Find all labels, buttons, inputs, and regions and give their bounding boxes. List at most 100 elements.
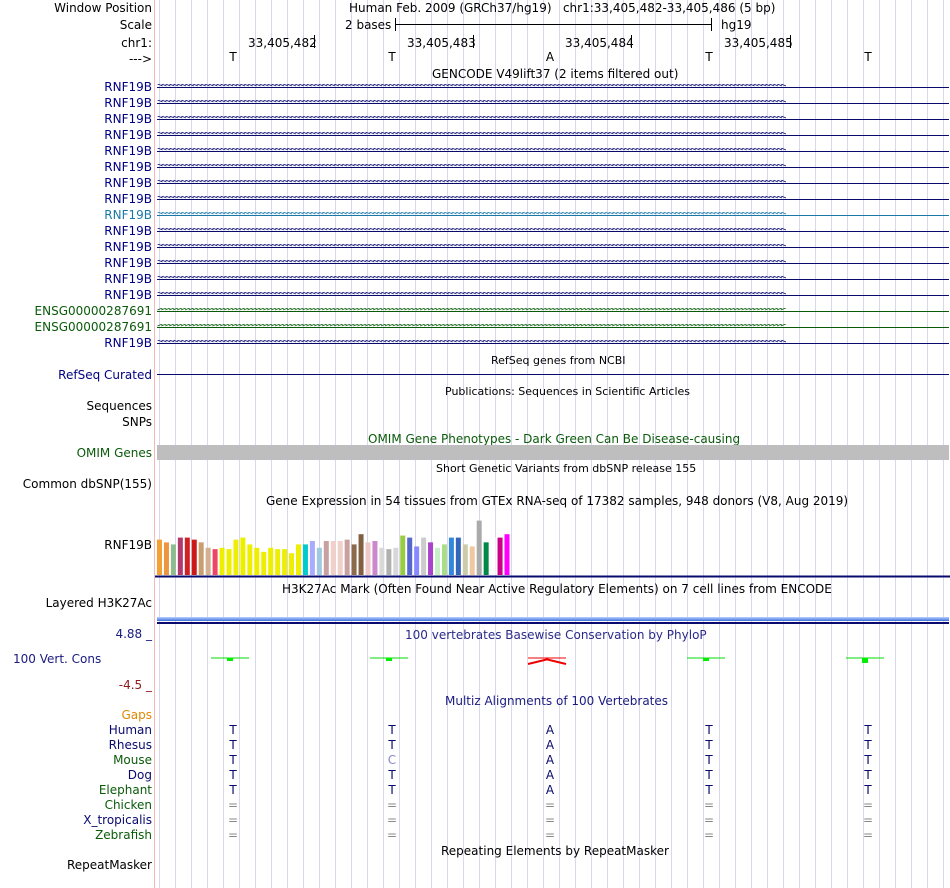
gencode-transcript-label[interactable]: RNF19B xyxy=(104,224,152,238)
publications-snps-label[interactable]: SNPs xyxy=(122,415,152,429)
gtex-tissue-bar[interactable] xyxy=(170,544,176,575)
gtex-track-label[interactable]: RNF19B xyxy=(104,538,152,552)
gencode-transcript-line[interactable]: <<<<<<<<<<<<<<<<<<<<<<<<<<<<<<<<<<<<<<<<… xyxy=(157,228,949,235)
gtex-tissue-bar[interactable] xyxy=(330,541,336,575)
gencode-transcript-line[interactable]: <<<<<<<<<<<<<<<<<<<<<<<<<<<<<<<<<<<<<<<<… xyxy=(157,148,949,155)
omim-track-label[interactable]: OMIM Genes xyxy=(76,446,152,460)
gencode-transcript-line[interactable]: <<<<<<<<<<<<<<<<<<<<<<<<<<<<<<<<<<<<<<<<… xyxy=(157,180,949,187)
gencode-transcript-line[interactable]: <<<<<<<<<<<<<<<<<<<<<<<<<<<<<<<<<<<<<<<<… xyxy=(157,340,949,347)
gencode-transcript-line[interactable]: <<<<<<<<<<<<<<<<<<<<<<<<<<<<<<<<<<<<<<<<… xyxy=(157,132,949,139)
gtex-tissue-bar[interactable] xyxy=(462,544,468,575)
gtex-tissue-bar[interactable] xyxy=(372,541,378,575)
gtex-tissue-bar[interactable] xyxy=(233,539,239,575)
gtex-tissue-bar[interactable] xyxy=(428,542,434,575)
gtex-tissue-bar[interactable] xyxy=(323,541,329,575)
gencode-transcript-label[interactable]: RNF19B xyxy=(104,80,152,94)
gencode-transcript-line[interactable]: <<<<<<<<<<<<<<<<<<<<<<<<<<<<<<<<<<<<<<<<… xyxy=(157,116,949,123)
gtex-tissue-bar[interactable] xyxy=(226,549,232,575)
gtex-tissue-bar[interactable] xyxy=(386,549,392,575)
gtex-tissue-bar[interactable] xyxy=(198,542,204,575)
gencode-transcript-label[interactable]: RNF19B xyxy=(104,144,152,158)
ref-base-3[interactable]: A xyxy=(545,50,555,64)
gencode-transcript-label[interactable]: RNF19B xyxy=(104,160,152,174)
gtex-tissue-bar[interactable] xyxy=(400,535,406,575)
h3k27ac-track-title[interactable]: H3K27Ac Mark (Often Found Near Active Re… xyxy=(282,582,832,596)
gtex-tissue-bar[interactable] xyxy=(379,547,385,575)
gtex-tissue-bar[interactable] xyxy=(351,544,357,575)
gtex-tissue-bar[interactable] xyxy=(268,547,274,575)
gtex-tissue-bar[interactable] xyxy=(157,539,162,575)
gtex-tissue-bar[interactable] xyxy=(163,542,169,575)
gencode-transcript-label[interactable]: RNF19B xyxy=(104,272,152,286)
phylop-score-bar[interactable] xyxy=(703,658,709,661)
gtex-tissue-bar[interactable] xyxy=(240,537,246,575)
ref-base-1[interactable]: T xyxy=(229,50,237,64)
phylop-score-bar[interactable] xyxy=(862,658,868,663)
gtex-tissue-bar[interactable] xyxy=(247,544,253,575)
phylop-track-label[interactable]: 100 Vert. Cons xyxy=(13,652,102,666)
gtex-tissue-bar[interactable] xyxy=(184,537,190,575)
gtex-tissue-bar[interactable] xyxy=(289,553,295,575)
gtex-tissue-bar[interactable] xyxy=(455,537,461,575)
publications-track-title[interactable]: Publications: Sequences in Scientific Ar… xyxy=(445,385,690,398)
publications-sequences-label[interactable]: Sequences xyxy=(86,399,152,413)
gencode-transcript-label[interactable]: RNF19B xyxy=(104,240,152,254)
gtex-tissue-bar[interactable] xyxy=(393,547,399,575)
gencode-transcript-line[interactable]: <<<<<<<<<<<<<<<<<<<<<<<<<<<<<<<<<<<<<<<<… xyxy=(157,260,949,267)
gtex-tissue-bar[interactable] xyxy=(414,546,420,575)
ref-base-4[interactable]: T xyxy=(705,50,713,64)
omim-track-title[interactable]: OMIM Gene Phenotypes - Dark Green Can Be… xyxy=(368,432,741,446)
gtex-tissue-bar[interactable] xyxy=(296,544,301,575)
multiz-species-label[interactable]: Chicken xyxy=(104,798,152,812)
refseq-track-label[interactable]: RefSeq Curated xyxy=(58,368,152,382)
repeatmasker-track-label[interactable]: RepeatMasker xyxy=(66,858,152,872)
gencode-transcript-label[interactable]: RNF19B xyxy=(104,96,152,110)
gencode-transcript-line[interactable]: <<<<<<<<<<<<<<<<<<<<<<<<<<<<<<<<<<<<<<<<… xyxy=(157,244,949,251)
gencode-transcript-line[interactable]: <<<<<<<<<<<<<<<<<<<<<<<<<<<<<<<<<<<<<<<<… xyxy=(157,100,949,107)
multiz-species-label[interactable]: Human xyxy=(108,723,152,737)
gencode-transcript-label[interactable]: RNF19B xyxy=(104,208,152,222)
gencode-transcript-line[interactable]: <<<<<<<<<<<<<<<<<<<<<<<<<<<<<<<<<<<<<<<<… xyxy=(157,164,949,171)
gtex-tissue-bar[interactable] xyxy=(407,537,413,575)
gtex-tissue-bar[interactable] xyxy=(309,541,315,575)
gencode-transcript-line[interactable]: <<<<<<<<<<<<<<<<<<<<<<<<<<<<<<<<<<<<<<<<… xyxy=(157,212,949,219)
gtex-tissue-bar[interactable] xyxy=(212,549,218,575)
multiz-species-label[interactable]: X_tropicalis xyxy=(83,813,152,827)
gencode-transcript-line[interactable]: <<<<<<<<<<<<<<<<<<<<<<<<<<<<<<<<<<<<<<<<… xyxy=(157,196,949,203)
ref-base-5[interactable]: T xyxy=(864,50,872,64)
gtex-tissue-bar[interactable] xyxy=(448,537,454,575)
multiz-track-title[interactable]: Multiz Alignments of 100 Vertebrates xyxy=(445,694,669,708)
gtex-tissue-bar[interactable] xyxy=(254,547,260,575)
gtex-tissue-bar[interactable] xyxy=(435,547,440,575)
multiz-species-label[interactable]: Dog xyxy=(127,768,152,782)
gtex-tissue-bar[interactable] xyxy=(191,539,197,575)
multiz-species-label[interactable]: Rhesus xyxy=(108,738,152,752)
gencode-transcript-label[interactable]: RNF19B xyxy=(104,256,152,270)
gencode-transcript-label[interactable]: ENSG00000287691 xyxy=(34,320,152,334)
gtex-tissue-bar[interactable] xyxy=(282,549,288,575)
refseq-gene-line[interactable] xyxy=(157,374,949,375)
gtex-tissue-bar[interactable] xyxy=(476,520,482,575)
multiz-species-label[interactable]: Mouse xyxy=(113,753,152,767)
gencode-transcript-label[interactable]: RNF19B xyxy=(104,128,152,142)
gtex-tissue-bar[interactable] xyxy=(483,542,489,575)
gtex-tissue-bar[interactable] xyxy=(177,537,183,575)
gtex-tissue-bar[interactable] xyxy=(219,547,225,575)
ref-base-2[interactable]: T xyxy=(388,50,396,64)
gencode-transcript-label[interactable]: RNF19B xyxy=(104,176,152,190)
gtex-tissue-bar[interactable] xyxy=(344,539,350,575)
phylop-score-bar[interactable] xyxy=(527,658,567,665)
gtex-tissue-bar[interactable] xyxy=(275,549,281,575)
phylop-score-bar[interactable] xyxy=(386,658,392,661)
gencode-transcript-line[interactable]: >>>>>>>>>>>>>>>>>>>>>>>>>>>>>>>>>>>>>>>>… xyxy=(157,324,949,331)
gencode-transcript-label[interactable]: RNF19B xyxy=(104,336,152,350)
gtex-tissue-bar[interactable] xyxy=(469,546,475,575)
gtex-tissue-bar[interactable] xyxy=(205,547,211,575)
gencode-transcript-line[interactable]: <<<<<<<<<<<<<<<<<<<<<<<<<<<<<<<<<<<<<<<<… xyxy=(157,276,949,283)
gencode-transcript-label[interactable]: RNF19B xyxy=(104,112,152,126)
h3k27ac-track-label[interactable]: Layered H3K27Ac xyxy=(45,596,152,610)
gtex-tissue-bar[interactable] xyxy=(302,544,308,575)
gtex-tissue-bar[interactable] xyxy=(441,544,447,575)
gencode-track-title[interactable]: GENCODE V49lift37 (2 items filtered out) xyxy=(432,67,679,81)
repeatmasker-track-title[interactable]: Repeating Elements by RepeatMasker xyxy=(441,844,669,858)
